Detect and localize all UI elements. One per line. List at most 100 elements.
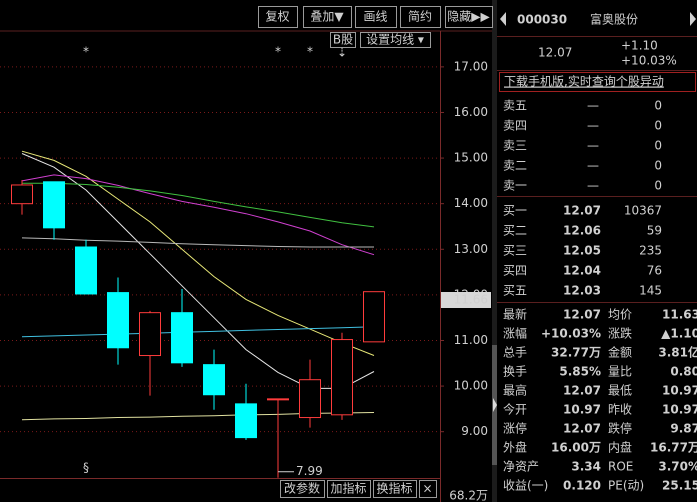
stat-label: 涨停	[503, 421, 527, 436]
promo-link[interactable]: 下载手机版,实时查询个股异动	[504, 74, 664, 89]
toolbar-button-label[interactable]: 简约	[408, 9, 432, 24]
bid-label: 买二	[503, 224, 527, 238]
event-mark[interactable]: §	[83, 461, 89, 475]
stat-value: +10.03%	[541, 327, 601, 341]
splitter[interactable]	[492, 0, 497, 502]
y-tick-label: 9.00	[461, 424, 488, 438]
toolbar-button-label[interactable]: 隐藏▶▶	[447, 10, 490, 24]
stat-label: ROE	[608, 460, 633, 474]
stat-value: 10.97	[563, 403, 601, 417]
volume-axis-label: 68.2万	[449, 489, 488, 502]
toolbar-button-label[interactable]: 叠加▼	[310, 10, 344, 24]
stat-label: 均价	[608, 308, 632, 322]
stat-label: 今开	[503, 402, 527, 417]
y-tick-label: 11.00	[454, 333, 488, 347]
stat-value: 12.07	[563, 308, 601, 322]
b-share-label[interactable]: B股	[333, 33, 353, 47]
bid-price: 12.05	[563, 244, 601, 258]
toolbar-button-label[interactable]: 复权	[265, 10, 289, 24]
stat-value: 16.77万	[650, 441, 697, 455]
ma-line	[21, 326, 375, 338]
prev-stock[interactable]	[500, 12, 506, 26]
toolbar-button[interactable]	[258, 6, 298, 28]
stat-value: 5.85%	[559, 365, 601, 379]
candle-body	[267, 398, 289, 401]
collapse-arrow[interactable]	[493, 398, 497, 412]
stat-value: 0.80	[670, 365, 697, 379]
ask-label: 卖一	[503, 179, 527, 193]
candle-body	[203, 364, 225, 396]
candle-body	[235, 403, 257, 439]
bid-label: 买四	[503, 264, 527, 278]
indicator-button-label[interactable]: 加指标	[330, 481, 366, 496]
indicator-button-label[interactable]: 改参数	[284, 481, 320, 496]
stat-label: 金额	[608, 345, 632, 360]
indicator-button[interactable]	[373, 480, 417, 498]
indicator-button[interactable]	[327, 480, 371, 498]
price-change: +1.10	[621, 39, 658, 53]
ma-settings-button[interactable]	[360, 32, 431, 48]
indicator-button[interactable]	[280, 480, 325, 498]
stat-value: 10.97	[662, 384, 697, 398]
candle-body	[363, 291, 385, 343]
bid-volume: 76	[647, 264, 662, 278]
toolbar-button[interactable]	[400, 6, 441, 28]
ask-volume: 0	[654, 139, 662, 153]
ma-line	[21, 150, 375, 356]
ma-settings-label[interactable]: 设置均线 ▾	[366, 33, 424, 47]
indicator-button-label[interactable]: ×	[422, 482, 432, 496]
ask-label: 卖三	[503, 139, 527, 153]
last-price: 12.07	[538, 46, 572, 60]
y-tick-label: 16.00	[454, 105, 488, 119]
low-label: 7.99	[296, 464, 323, 478]
candle-body	[11, 184, 33, 205]
stat-value: 3.81亿	[658, 345, 697, 360]
candle-body	[139, 312, 161, 357]
promo-box[interactable]	[499, 72, 696, 92]
indicator-button-label[interactable]: 换指标	[376, 481, 412, 496]
bid-price: 12.04	[563, 264, 601, 278]
ask-price: —	[587, 99, 599, 113]
indicator-button[interactable]	[419, 480, 437, 498]
stat-label: 跌停	[608, 421, 632, 436]
ma-line	[21, 174, 375, 256]
next-stock[interactable]	[690, 12, 696, 26]
stat-label: 最高	[503, 383, 527, 398]
stat-label: 最新	[503, 307, 527, 322]
ma-line	[22, 182, 375, 228]
ask-label: 卖五	[503, 99, 527, 113]
crosshair-box	[441, 292, 491, 308]
stat-value: 12.07	[563, 422, 601, 436]
toolbar-button[interactable]	[355, 6, 397, 28]
bid-price: 12.07	[563, 204, 601, 218]
event-marker[interactable]: *	[83, 45, 89, 59]
stat-value: 0.120	[563, 479, 601, 493]
stat-value: 3.70%	[658, 460, 697, 474]
y-tick-label: 17.00	[454, 59, 488, 73]
b-share-button[interactable]	[330, 32, 356, 48]
toolbar-button[interactable]	[303, 6, 352, 28]
ask-volume: 0	[654, 99, 662, 113]
stat-label: 换手	[503, 365, 527, 379]
toolbar-button-label[interactable]: 画线	[363, 10, 387, 24]
stat-value: 9.87	[670, 422, 697, 436]
stat-value: ▲1.10	[661, 327, 697, 341]
stat-label: 昨收	[608, 403, 632, 417]
y-tick-label: 13.00	[454, 242, 488, 256]
bid-label: 买五	[503, 284, 527, 298]
event-marker[interactable]: *	[307, 45, 313, 59]
event-marker[interactable]: *	[275, 45, 281, 59]
bid-label: 买三	[503, 244, 527, 258]
bid-price: 12.03	[563, 284, 601, 298]
bid-price: 12.06	[563, 224, 601, 238]
y-tick-label: 10.00	[454, 379, 488, 393]
stat-value: 25.15	[662, 479, 697, 493]
bid-volume: 10367	[624, 204, 662, 218]
candle-body	[43, 181, 65, 229]
event-marker[interactable]: ⇣	[337, 46, 347, 60]
ask-volume: 0	[654, 179, 662, 193]
toolbar-button[interactable]	[445, 6, 493, 28]
stat-label: 外盘	[503, 440, 527, 455]
ask-volume: 0	[654, 119, 662, 133]
